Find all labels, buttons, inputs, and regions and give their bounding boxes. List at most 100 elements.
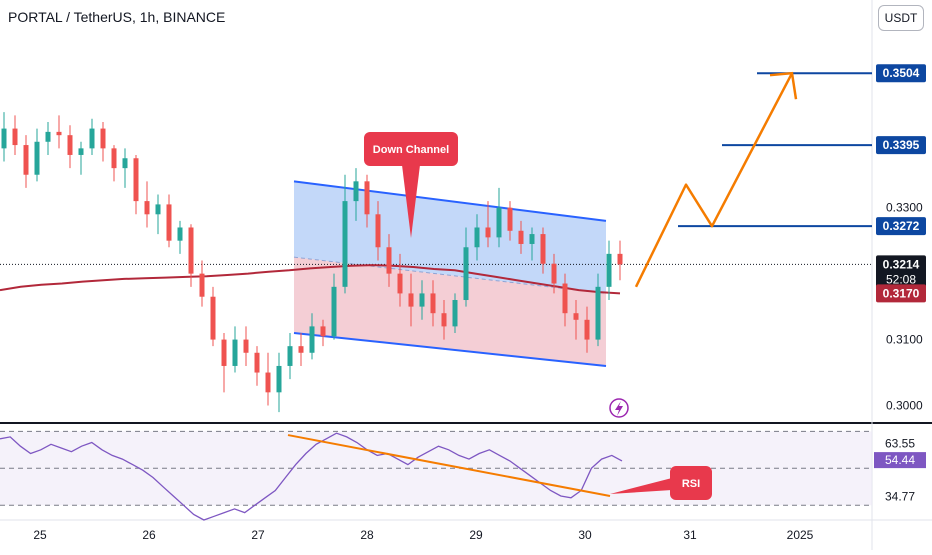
candle-body (474, 227, 480, 248)
candle-body (133, 158, 139, 202)
rsi-line (0, 432, 623, 521)
candle-body (210, 296, 216, 340)
callout-box (364, 132, 458, 166)
candle-body (430, 293, 436, 314)
currency-button[interactable]: USDT (878, 5, 924, 31)
channel-lower-line (293, 331, 607, 367)
candle-body (100, 128, 106, 149)
moving-average-line (0, 264, 621, 295)
x-tick-label: 28 (360, 528, 374, 542)
candle-body (111, 148, 117, 169)
candle-body (287, 346, 293, 366)
y-tick-label: 0.3300 (886, 201, 923, 215)
price-label-box (876, 136, 926, 155)
candle-body (353, 181, 359, 202)
candle-body (122, 158, 128, 169)
candle-body (617, 253, 623, 265)
x-tick-label: 30 (578, 528, 592, 542)
candle-body (573, 313, 579, 320)
candle-body (463, 247, 469, 301)
candles-layer (1, 112, 623, 413)
candle-body (595, 286, 601, 340)
candle-body (375, 214, 381, 248)
candle-body (606, 253, 612, 287)
x-tick-label: 27 (251, 528, 265, 542)
candle-body (584, 319, 590, 340)
rsi-callout-pointer (610, 478, 672, 494)
candle-body (1, 128, 7, 149)
candle-body (529, 234, 535, 244)
callout-layer: Down Channel RSI (364, 132, 712, 500)
countdown-text: 52:08 (886, 272, 916, 286)
lightning-icon-glyph (615, 401, 623, 416)
price-label-box (876, 284, 926, 303)
candle-body (419, 293, 425, 307)
callout-text: Down Channel (373, 144, 449, 156)
projection-path (634, 72, 794, 288)
x-tick-label: 29 (469, 528, 483, 542)
candle-body (67, 135, 73, 155)
candle-body (331, 286, 337, 337)
candle-body (342, 201, 348, 287)
projection-layer (634, 71, 798, 288)
rsi-label-box (874, 488, 926, 505)
candle-body (232, 339, 238, 366)
candle-body (243, 339, 249, 353)
levels-layer (0, 72, 872, 265)
y-tick-label: 0.3100 (886, 333, 923, 347)
chart-title: PORTAL / TetherUS, 1h, BINANCE (8, 9, 226, 25)
candle-body (507, 207, 513, 231)
price-label-text: 0.3504 (883, 66, 920, 80)
rsi-layer (0, 430, 872, 521)
channel-upper-line (293, 180, 607, 222)
rsi-trendline (287, 434, 611, 497)
candle-body (408, 293, 414, 307)
rsi-label-box (874, 435, 926, 452)
ma-layer (0, 264, 621, 295)
x-tick-label: 31 (683, 528, 697, 542)
candle-body (199, 273, 205, 297)
candle-body (144, 201, 150, 215)
candle-body (562, 283, 568, 314)
channel-fill-lower (294, 257, 606, 366)
candle-body (12, 128, 18, 146)
rsi-callout-box (670, 466, 712, 500)
price-label-box (876, 255, 926, 288)
rsi-callout-text: RSI (682, 478, 700, 490)
x-tick-label: 26 (142, 528, 156, 542)
x-tick-label: 25 (33, 528, 47, 542)
rsi-label-text: 34.77 (885, 489, 915, 503)
candle-body (452, 300, 458, 327)
callout-pointer (402, 165, 420, 238)
price-label-box (876, 64, 926, 83)
candle-body (496, 207, 502, 238)
candle-body (45, 131, 51, 142)
candle-body (276, 365, 282, 393)
price-label-box (876, 217, 926, 236)
candle-body (89, 128, 95, 149)
candle-body (551, 263, 557, 284)
candle-body (221, 339, 227, 366)
candle-body (540, 234, 546, 264)
rsi-label-text: 63.55 (885, 436, 915, 450)
candle-body (78, 148, 84, 155)
candle-body (23, 145, 29, 175)
candle-body (265, 372, 271, 393)
candle-body (56, 131, 62, 136)
x-tick-label: 2025 (787, 528, 814, 542)
price-label-text: 0.3214 (883, 257, 920, 271)
candle-body (34, 141, 40, 175)
candle-body (364, 181, 370, 215)
candle-body (441, 313, 447, 327)
candle-body (254, 352, 260, 373)
candle-body (188, 227, 194, 274)
projection-arrowhead (769, 71, 798, 100)
candle-body (177, 227, 183, 241)
price-label-text: 0.3395 (883, 138, 920, 152)
candle-body (485, 227, 491, 238)
candle-body (397, 273, 403, 294)
candle-body (309, 326, 315, 353)
candle-body (386, 247, 392, 274)
